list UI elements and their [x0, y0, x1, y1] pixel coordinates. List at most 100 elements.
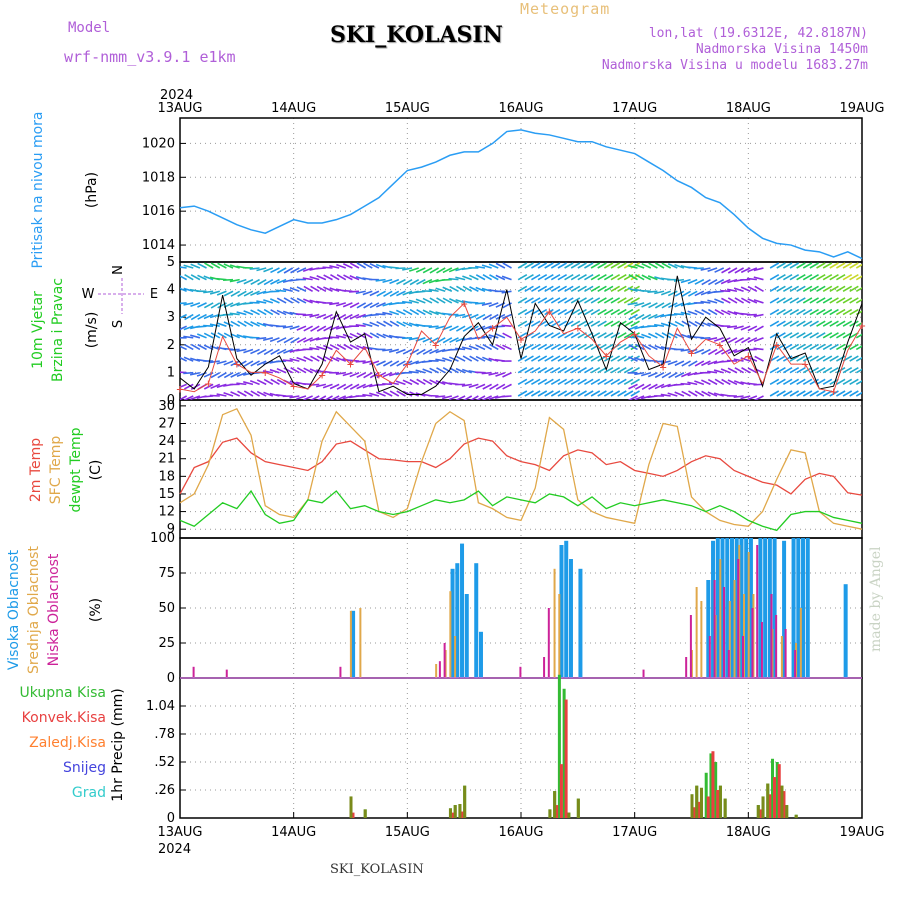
wind-vector: [570, 320, 581, 327]
wind-vector: [680, 333, 691, 339]
wind-vector: [816, 308, 826, 316]
wind-vector: [422, 348, 433, 355]
wind-vector: [769, 297, 780, 304]
high-cloud-bar: [739, 538, 744, 678]
wind-vector: [707, 378, 718, 386]
wind-vector: [809, 343, 819, 351]
wind-vector: [713, 369, 724, 374]
wind-vector: [628, 344, 638, 351]
mid-cloud-bar: [728, 601, 731, 678]
wind-vector: [836, 343, 846, 351]
wind-vector: [809, 355, 819, 362]
high-cloud-bar: [711, 540, 716, 678]
wind-vector: [628, 273, 638, 281]
wind-vector: [654, 344, 665, 351]
wind-vector: [789, 378, 800, 386]
wind-vector: [369, 360, 380, 366]
wind-vector: [590, 355, 601, 362]
wind-vector: [849, 343, 859, 351]
wind-vector: [610, 367, 621, 374]
wind-vector: [809, 308, 819, 316]
wind-vector: [502, 344, 512, 351]
low-cloud-bar: [784, 629, 787, 678]
wind-vector: [634, 263, 645, 269]
wind-vector: [597, 273, 607, 281]
wind-vector: [654, 383, 665, 390]
wind-vector: [617, 355, 627, 362]
wind-vector: [693, 267, 704, 270]
wind-vector: [270, 278, 280, 285]
wind-vector: [388, 348, 400, 353]
wind-vector: [396, 278, 406, 285]
wind-vector: [362, 290, 373, 296]
wind-vector: [816, 378, 826, 386]
wind-vector: [641, 274, 652, 281]
wind-vector: [263, 348, 274, 356]
wind-vector: [257, 278, 267, 286]
wind-vector: [855, 287, 862, 292]
model-label: Model: [68, 20, 111, 36]
wind-vector: [461, 346, 472, 351]
wind-vector: [577, 390, 587, 397]
wind-vector: [495, 383, 506, 391]
wind-vector: [223, 392, 234, 397]
wind-vector: [422, 368, 433, 374]
wind-vector: [836, 332, 846, 339]
wind-vector: [256, 267, 267, 272]
wind-vector: [734, 267, 744, 274]
wind-vector: [570, 367, 581, 374]
wind-gust-marker: +: [603, 349, 610, 363]
wind-vector: [243, 348, 254, 354]
wind-vector: [610, 355, 621, 362]
wind-vector: [707, 299, 718, 304]
wind-vector: [290, 337, 300, 344]
wind-vector: [564, 390, 574, 397]
wind-vector: [700, 321, 711, 327]
wind-vector: [822, 273, 833, 281]
wind-vector: [217, 262, 227, 269]
wind-vector: [369, 290, 380, 297]
wind-vector: [753, 276, 764, 281]
wind-vector: [283, 348, 294, 354]
wind-vector: [376, 302, 386, 308]
high-cloud-bar: [720, 538, 725, 678]
wind-vector: [455, 325, 466, 332]
wind-vector: [180, 383, 187, 388]
wind-vector: [623, 343, 634, 351]
wind-vector: [623, 320, 634, 327]
wind-vector: [309, 347, 320, 351]
wind-vector: [455, 347, 466, 351]
wind-vector: [681, 390, 691, 397]
wind-vector: [289, 325, 300, 330]
wind-vector: [816, 273, 826, 281]
wind-vector: [753, 337, 764, 343]
convective-precip-bar: [555, 805, 559, 818]
wind-vector: [674, 302, 685, 308]
wind-vector: [822, 332, 833, 339]
wind-vector: [694, 348, 705, 355]
wind-vector: [842, 308, 853, 316]
wind-vector: [501, 275, 512, 281]
wind-vector: [449, 337, 459, 344]
wind-vector: [842, 262, 853, 269]
wind-vector: [237, 390, 247, 397]
wind-vector: [203, 332, 214, 339]
wind-vector: [216, 360, 227, 365]
wind-gust-marker: +: [347, 357, 354, 371]
wind-vector: [369, 392, 380, 397]
mixed-precip-bar: [567, 812, 571, 818]
wind-vector: [422, 278, 433, 285]
wind-vector: [263, 308, 274, 316]
wind-vector: [263, 391, 274, 397]
wind-gust-marker: +: [461, 296, 468, 310]
low-cloud-bar: [689, 615, 692, 678]
wind-vector: [603, 308, 614, 316]
high-cloud-bar: [450, 568, 455, 678]
wind-vector: [369, 321, 380, 327]
wind-vector: [531, 355, 541, 362]
wind-vector: [482, 343, 493, 351]
wind-vector: [428, 310, 439, 316]
wind-vector: [809, 320, 819, 327]
wind-vector: [243, 310, 254, 316]
wind-vector: [349, 383, 360, 390]
